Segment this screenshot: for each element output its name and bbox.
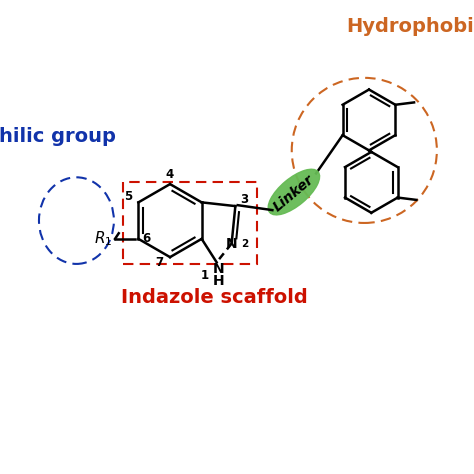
- Text: 3: 3: [240, 193, 248, 206]
- Text: N: N: [226, 237, 237, 251]
- Text: 5: 5: [124, 190, 132, 203]
- Text: 2: 2: [241, 238, 248, 248]
- Bar: [123, 182, 256, 264]
- Text: 1: 1: [201, 269, 209, 282]
- Text: 7: 7: [155, 256, 164, 269]
- Text: N: N: [213, 262, 225, 276]
- Text: Indazole scaffold: Indazole scaffold: [121, 288, 308, 307]
- Text: H: H: [213, 274, 225, 288]
- Text: 6: 6: [143, 232, 151, 246]
- Text: hilic group: hilic group: [0, 127, 116, 146]
- Text: $R_1$: $R_1$: [94, 229, 112, 248]
- Text: 4: 4: [166, 168, 174, 181]
- Text: Linker: Linker: [271, 173, 317, 214]
- Ellipse shape: [268, 169, 319, 215]
- Text: Hydrophobi: Hydrophobi: [346, 17, 474, 36]
